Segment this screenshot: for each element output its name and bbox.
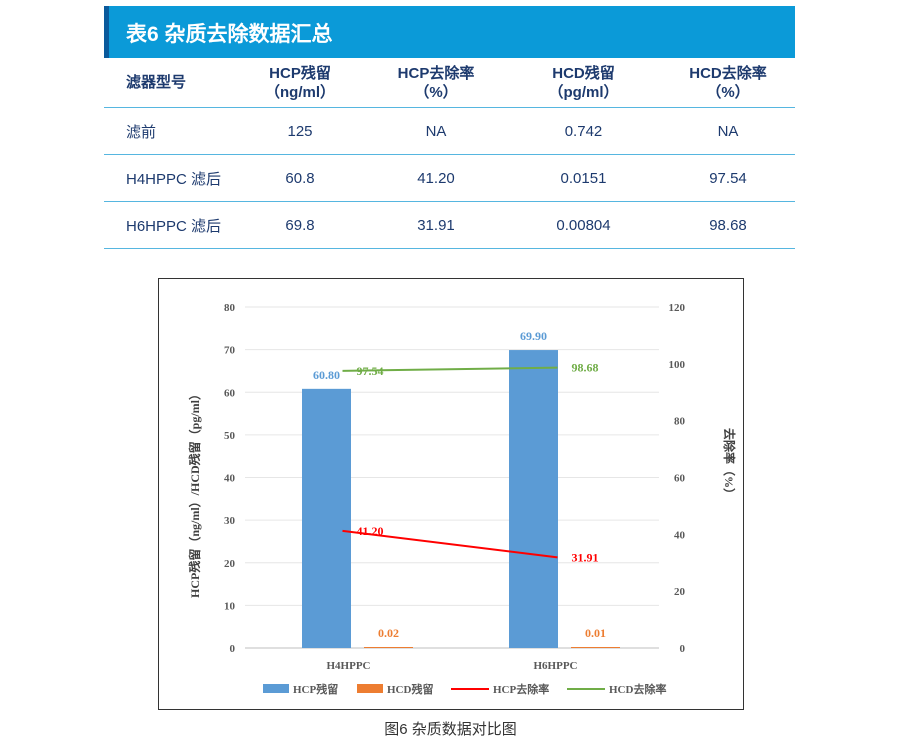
column-header-unit: （%） bbox=[706, 83, 750, 101]
bar-series bbox=[302, 350, 620, 648]
y2-tick-label: 40 bbox=[674, 529, 686, 541]
table-row: 滤前 125 NA 0.742 NA bbox=[104, 107, 795, 155]
y-tick-label: 50 bbox=[224, 430, 236, 442]
legend-swatch bbox=[263, 684, 289, 693]
series-line bbox=[342, 366, 558, 372]
impurity-data-table: 滤器型号 HCP残留 （ng/ml） HCP去除率 （%） HCD残留 （pg/ml）… bbox=[104, 58, 795, 249]
table-title-banner: 表6 杂质去除数据汇总 bbox=[104, 6, 795, 58]
column-header-filter-model: 滤器型号 bbox=[104, 58, 234, 108]
table-cell: 0.0151 bbox=[506, 154, 661, 202]
legend-swatch bbox=[357, 684, 383, 693]
y2-tick-label: 100 bbox=[669, 359, 686, 371]
y2-tick-label: 60 bbox=[674, 473, 686, 485]
table-cell: 98.68 bbox=[661, 201, 795, 249]
y-tick-label: 30 bbox=[224, 515, 236, 527]
left-axis-ticks: 0 10 20 30 40 50 60 70 80 bbox=[224, 302, 236, 655]
table-title: 表6 杂质去除数据汇总 bbox=[126, 23, 333, 46]
column-header-text: 滤器型号 bbox=[126, 74, 187, 91]
table-header-row: 滤器型号 HCP残留 （ng/ml） HCP去除率 （%） HCD残留 （pg/ml）… bbox=[104, 58, 795, 108]
right-axis-ticks: 0 20 40 60 80 100 120 bbox=[669, 302, 686, 655]
data-labels: 60.80 69.90 0.02 0.01 41.20 31.91 97.54 98.68 bbox=[313, 329, 606, 640]
y-tick-label: 40 bbox=[224, 473, 236, 485]
data-label: 41.20 bbox=[357, 524, 384, 538]
chart-frame: 0 10 20 30 40 50 60 70 80 0 20 40 60 80 100 120 60.80 6… bbox=[158, 278, 744, 710]
table-row: H6HPPC 滤后 69.8 31.91 0.00804 98.68 bbox=[104, 201, 795, 249]
bar bbox=[509, 350, 558, 648]
data-label: 69.90 bbox=[520, 329, 547, 343]
column-header-unit: （%） bbox=[414, 83, 458, 101]
y-tick-label: 0 bbox=[230, 643, 236, 655]
y-tick-label: 60 bbox=[224, 387, 236, 399]
series-line bbox=[342, 529, 558, 559]
x-tick-label: H4HPPC bbox=[327, 660, 371, 672]
legend: HCP残留 HCD残留 HCP去除率 HCD去除率 bbox=[263, 682, 666, 696]
x-tick-label: H6HPPC bbox=[534, 660, 578, 672]
table-cell: H6HPPC 滤后 bbox=[104, 201, 234, 249]
column-header-hcd-residual: HCD残留 （pg/ml） bbox=[506, 58, 661, 108]
data-label: 0.01 bbox=[585, 626, 606, 640]
table-cell: NA bbox=[366, 107, 506, 155]
table-cell: 0.00804 bbox=[506, 201, 661, 249]
data-label: 60.80 bbox=[313, 368, 340, 382]
column-header-unit: （ng/ml） bbox=[265, 83, 335, 101]
table-cell: 0.742 bbox=[506, 107, 661, 155]
column-header-text: HCP残留 bbox=[269, 64, 331, 82]
column-header-hcp-residual: HCP残留 （ng/ml） bbox=[234, 58, 366, 108]
data-label: 98.68 bbox=[572, 361, 599, 375]
table-cell: 31.91 bbox=[366, 201, 506, 249]
y-tick-label: 20 bbox=[224, 558, 236, 570]
y2-tick-label: 0 bbox=[680, 643, 686, 655]
y2-tick-label: 120 bbox=[669, 302, 686, 314]
table-cell: 滤前 bbox=[104, 107, 234, 155]
column-header-text: HCP去除率 bbox=[397, 64, 475, 82]
x-axis-ticks: H4HPPC H6HPPC bbox=[327, 660, 578, 672]
banner-accent-strip bbox=[104, 6, 109, 58]
bar bbox=[364, 647, 413, 648]
y2-tick-label: 80 bbox=[674, 416, 686, 428]
table-cell: 60.8 bbox=[234, 154, 366, 202]
bar bbox=[571, 647, 620, 648]
table-cell: 97.54 bbox=[661, 154, 795, 202]
table-cell: 69.8 bbox=[234, 201, 366, 249]
data-label: 0.02 bbox=[378, 626, 399, 640]
table-cell: H4HPPC 滤后 bbox=[104, 154, 234, 202]
legend-label: HCP残留 bbox=[293, 682, 338, 696]
table-row: H4HPPC 滤后 60.8 41.20 0.0151 97.54 bbox=[104, 154, 795, 202]
data-label: 97.54 bbox=[357, 364, 384, 378]
y-tick-label: 80 bbox=[224, 302, 236, 314]
bar bbox=[302, 388, 351, 648]
y2-axis-label: 去除率（%） bbox=[722, 428, 737, 500]
column-header-text: HCD残留 bbox=[552, 64, 615, 82]
legend-label: HCD残留 bbox=[387, 682, 433, 696]
legend-label: HCD去除率 bbox=[609, 682, 666, 696]
column-header-text: HCD去除率 bbox=[689, 64, 767, 82]
y-tick-label: 10 bbox=[224, 600, 236, 612]
column-header-hcd-removal: HCD去除率 （%） bbox=[661, 58, 795, 108]
y-tick-label: 70 bbox=[224, 345, 236, 357]
column-header-unit: （pg/ml） bbox=[548, 83, 619, 101]
legend-label: HCP去除率 bbox=[493, 682, 549, 696]
data-label: 31.91 bbox=[572, 550, 599, 564]
table-cell: NA bbox=[661, 107, 795, 155]
column-header-hcp-removal: HCP去除率 （%） bbox=[366, 58, 506, 108]
y2-tick-label: 20 bbox=[674, 586, 686, 598]
line-series bbox=[342, 366, 558, 559]
figure-caption: 图6 杂质数据对比图 bbox=[384, 721, 517, 738]
table-cell: 41.20 bbox=[366, 154, 506, 202]
y-axis-label: HCP残留（ng/ml）/HCD残留（pg/ml） bbox=[187, 388, 202, 598]
table-cell: 125 bbox=[234, 107, 366, 155]
